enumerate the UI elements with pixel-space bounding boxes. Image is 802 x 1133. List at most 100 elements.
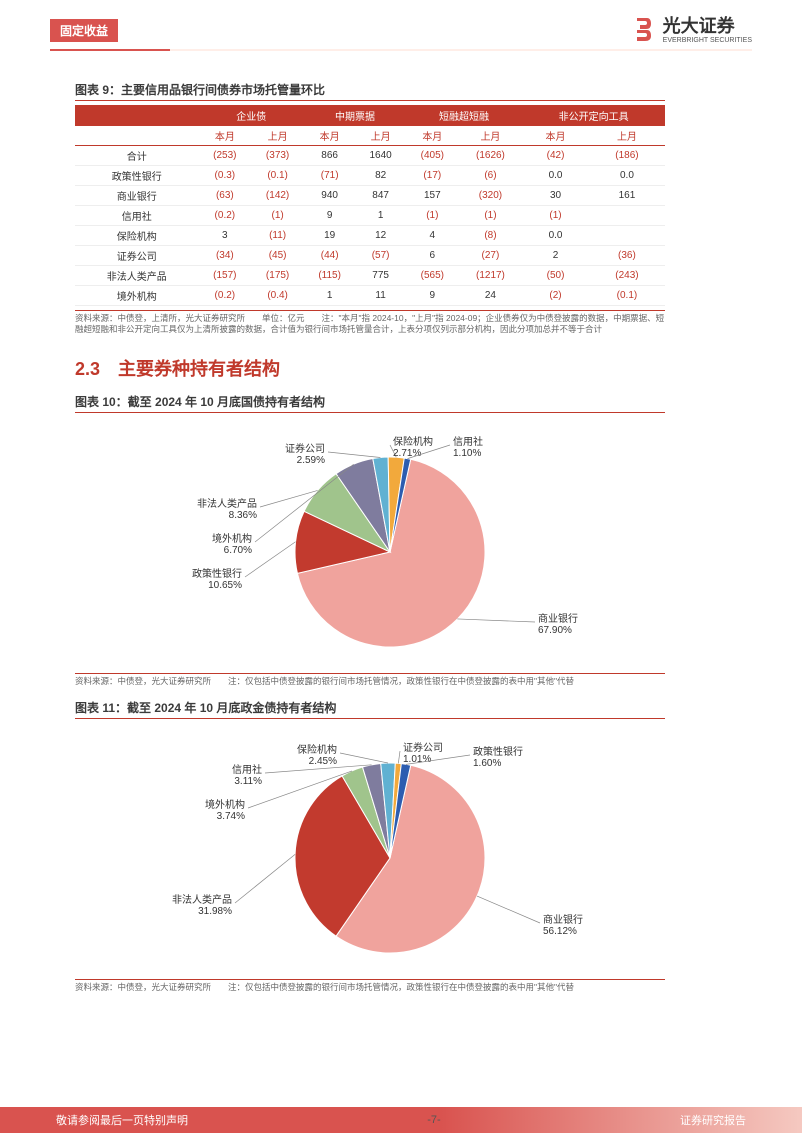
table9-cell: 12 bbox=[355, 226, 406, 246]
table9-cell: (115) bbox=[304, 266, 355, 286]
pie-slice-label: 非法人类产品8.36% bbox=[197, 497, 257, 521]
footer-page-number: -7- bbox=[427, 1114, 440, 1126]
chart10-footnote: 资料来源：中债登，光大证券研究所 注：仅包括中债登披露的银行间市场托管情况，政策… bbox=[75, 673, 665, 687]
table9-cell: (565) bbox=[406, 266, 459, 286]
table9-sub-header-cell: 上月 bbox=[251, 126, 304, 146]
pie-slice-label: 信用社3.11% bbox=[232, 763, 262, 787]
table9-cell: (1) bbox=[251, 206, 304, 226]
table9-row-label: 商业银行 bbox=[75, 186, 198, 206]
table9-cell bbox=[589, 206, 665, 226]
table9-group-header-row: 企业债 中期票据 短融超短融 非公开定向工具 bbox=[75, 105, 665, 126]
category-tag: 固定收益 bbox=[50, 19, 118, 42]
table9-cell: 82 bbox=[355, 166, 406, 186]
table9-cell: (1) bbox=[459, 206, 522, 226]
pie-slice-label: 政策性银行10.65% bbox=[192, 567, 242, 591]
table9-cell: (373) bbox=[251, 146, 304, 166]
table9-cell: (71) bbox=[304, 166, 355, 186]
table9-cell: (36) bbox=[589, 246, 665, 266]
chart11-container: 商业银行56.12%非法人类产品31.98%境外机构3.74%信用社3.11%保… bbox=[75, 723, 665, 979]
table9-row-label: 信用社 bbox=[75, 206, 198, 226]
table9-title: 图表 9：主要信用品银行间债券市场托管量环比 bbox=[75, 81, 665, 101]
page-footer: 敬请参阅最后一页特别声明 -7- 证券研究报告 bbox=[0, 1107, 802, 1133]
table9-sub-header-cell bbox=[75, 126, 198, 146]
table9-sub-header-row: 本月上月本月上月本月上月本月上月 bbox=[75, 126, 665, 146]
header-divider bbox=[50, 49, 752, 51]
table9-cell: (175) bbox=[251, 266, 304, 286]
table9-cell: 2 bbox=[522, 246, 589, 266]
pie-slice-label: 非法人类产品31.98% bbox=[172, 893, 232, 917]
table9-sub-header-cell: 本月 bbox=[406, 126, 459, 146]
table9-row-label: 合计 bbox=[75, 146, 198, 166]
table9-cell: 0.0 bbox=[522, 226, 589, 246]
table-row: 政策性银行(0.3)(0.1)(71)82(17)(6)0.00.0 bbox=[75, 166, 665, 186]
table9-cell: (42) bbox=[522, 146, 589, 166]
table9-cell: (2) bbox=[522, 286, 589, 306]
table9-cell: (0.1) bbox=[251, 166, 304, 186]
table9-cell: 847 bbox=[355, 186, 406, 206]
table9-cell: 3 bbox=[198, 226, 251, 246]
table9-cell: 161 bbox=[589, 186, 665, 206]
pie-leader-line bbox=[457, 619, 535, 622]
table-row: 证券公司(34)(45)(44)(57)6(27)2(36) bbox=[75, 246, 665, 266]
table9-h-blank bbox=[75, 105, 198, 126]
table9-cell: 0.0 bbox=[589, 166, 665, 186]
pie-leader-line bbox=[245, 542, 296, 577]
table9-cell: (11) bbox=[251, 226, 304, 246]
table9-cell: (44) bbox=[304, 246, 355, 266]
table9-cell: (0.2) bbox=[198, 206, 251, 226]
table9-h-col1: 企业债 bbox=[198, 105, 304, 126]
table9-cell: 4 bbox=[406, 226, 459, 246]
section-heading: 2.3 主要券种持有者结构 bbox=[75, 355, 665, 381]
brand-name-en: EVERBRIGHT SECURITIES bbox=[663, 37, 752, 45]
pie-slice-label: 保险机构2.71% bbox=[393, 435, 433, 459]
table9-cell: 9 bbox=[406, 286, 459, 306]
table9-cell: (50) bbox=[522, 266, 589, 286]
table9-cell: 19 bbox=[304, 226, 355, 246]
table9-cell: (1626) bbox=[459, 146, 522, 166]
pie-slice-label: 证券公司1.01% bbox=[403, 741, 443, 765]
table-row: 信用社(0.2)(1)91(1)(1)(1) bbox=[75, 206, 665, 226]
chart10-pie: 商业银行67.90%政策性银行10.65%非法人类产品8.36%境外机构6.70… bbox=[90, 427, 650, 667]
table9-cell: 775 bbox=[355, 266, 406, 286]
table9-cell: 940 bbox=[304, 186, 355, 206]
table9-cell: 157 bbox=[406, 186, 459, 206]
table9-thead: 企业债 中期票据 短融超短融 非公开定向工具 bbox=[75, 105, 665, 126]
table9-cell: 6 bbox=[406, 246, 459, 266]
table9-row-label: 保险机构 bbox=[75, 226, 198, 246]
page-header: 固定收益 光大证券 EVERBRIGHT SECURITIES bbox=[0, 0, 802, 55]
table-row: 保险机构3(11)19124(8)0.0 bbox=[75, 226, 665, 246]
table9-cell: 11 bbox=[355, 286, 406, 306]
table9-body: 本月上月本月上月本月上月本月上月合计(253)(373)8661640(405)… bbox=[75, 126, 665, 306]
table9-cell bbox=[589, 226, 665, 246]
pie-leader-line bbox=[328, 452, 380, 457]
table9-cell: (27) bbox=[459, 246, 522, 266]
table9-cell: (6) bbox=[459, 166, 522, 186]
section-number: 2.3 bbox=[75, 359, 100, 379]
chart11-title: 图表 11：截至 2024 年 10 月底政金债持有者结构 bbox=[75, 699, 665, 719]
table9-cell: (0.2) bbox=[198, 286, 251, 306]
content-area: 图表 9：主要信用品银行间债券市场托管量环比 企业债 中期票据 短融超短融 非公… bbox=[0, 55, 720, 993]
pie-leader-line bbox=[477, 896, 540, 923]
table9-cell: (142) bbox=[251, 186, 304, 206]
table9-cell: (186) bbox=[589, 146, 665, 166]
table9-cell: (1217) bbox=[459, 266, 522, 286]
pie-slice-label: 商业银行56.12% bbox=[543, 913, 583, 937]
table9-sub-header-cell: 上月 bbox=[589, 126, 665, 146]
table9-cell: 1 bbox=[304, 286, 355, 306]
table9-cell: 24 bbox=[459, 286, 522, 306]
table9-cell: 30 bbox=[522, 186, 589, 206]
table9-cell: (17) bbox=[406, 166, 459, 186]
pie-leader-line bbox=[340, 753, 388, 763]
table9-row-label: 非法人类产品 bbox=[75, 266, 198, 286]
chart10-container: 商业银行67.90%政策性银行10.65%非法人类产品8.36%境外机构6.70… bbox=[75, 417, 665, 673]
pie-slice-label: 信用社1.10% bbox=[453, 435, 483, 459]
table9-sub-header-cell: 本月 bbox=[522, 126, 589, 146]
chart10-title: 图表 10：截至 2024 年 10 月底国债持有者结构 bbox=[75, 393, 665, 413]
table9-cell: (1) bbox=[406, 206, 459, 226]
pie-leader-line bbox=[235, 855, 295, 904]
pie-slice-label: 证券公司2.59% bbox=[285, 442, 325, 466]
table9-cell: (0.1) bbox=[589, 286, 665, 306]
table9: 企业债 中期票据 短融超短融 非公开定向工具 本月上月本月上月本月上月本月上月合… bbox=[75, 105, 665, 306]
pie-leader-line bbox=[398, 751, 400, 763]
section-text: 主要券种持有者结构 bbox=[118, 359, 280, 379]
